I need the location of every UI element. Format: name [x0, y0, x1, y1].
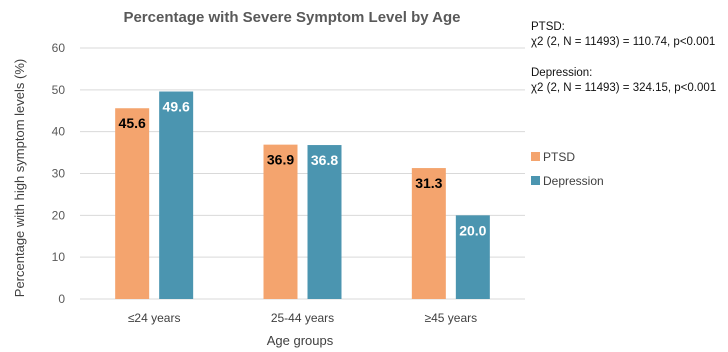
data-label: 31.3 [415, 175, 442, 191]
data-label: 36.8 [311, 152, 338, 168]
y-axis-label: Percentage with high symptom levels (%) [12, 59, 27, 297]
y-tick-label: 0 [58, 292, 65, 306]
depression-stat-value: χ2 (2, N = 11493) = 324.15, p<0.001 [531, 82, 717, 94]
y-tick-label: 40 [52, 125, 66, 139]
bar [307, 145, 342, 299]
legend-swatch [531, 176, 540, 185]
bar [455, 215, 490, 299]
data-label: 45.6 [119, 115, 146, 131]
depression-stat-heading: Depression: [531, 67, 593, 79]
y-tick-label: 60 [52, 41, 66, 55]
y-tick-label: 50 [52, 83, 66, 97]
y-tick-label: 20 [52, 208, 66, 222]
bar [115, 108, 150, 300]
legend: PTSD Depression [531, 150, 604, 188]
gridlines [80, 47, 525, 300]
legend-label: PTSD [543, 150, 575, 164]
data-label: 49.6 [163, 99, 190, 115]
legend-swatch [531, 152, 540, 161]
x-tick-label: ≥45 years [425, 311, 478, 325]
legend-label: Depression [543, 174, 604, 188]
chart-title: Percentage with Severe Symptom Level by … [123, 9, 460, 26]
x-tick-label: ≤24 years [128, 311, 181, 325]
bar [159, 91, 194, 299]
statistics-annotation: PTSD: χ2 (2, N = 11493) = 110.74, p<0.00… [531, 20, 716, 96]
ptsd-stat-value: χ2 (2, N = 11493) = 110.74, p<0.001 [531, 36, 716, 48]
bar [263, 144, 298, 299]
bars: 45.6 49.6 36.9 36.8 31.3 20.0 [115, 91, 490, 300]
y-tick-label: 10 [52, 250, 66, 264]
data-label: 36.9 [267, 152, 294, 168]
x-axis-categories: ≤24 years 25-44 years ≥45 years [128, 311, 477, 325]
x-axis-label: Age groups [267, 333, 334, 348]
y-tick-label: 30 [52, 167, 66, 181]
y-axis-ticks: 0 10 20 30 40 50 60 [52, 41, 66, 306]
x-tick-label: 25-44 years [271, 311, 334, 325]
ptsd-stat-heading: PTSD: [531, 21, 565, 33]
data-label: 20.0 [459, 222, 486, 238]
bar [411, 168, 446, 299]
